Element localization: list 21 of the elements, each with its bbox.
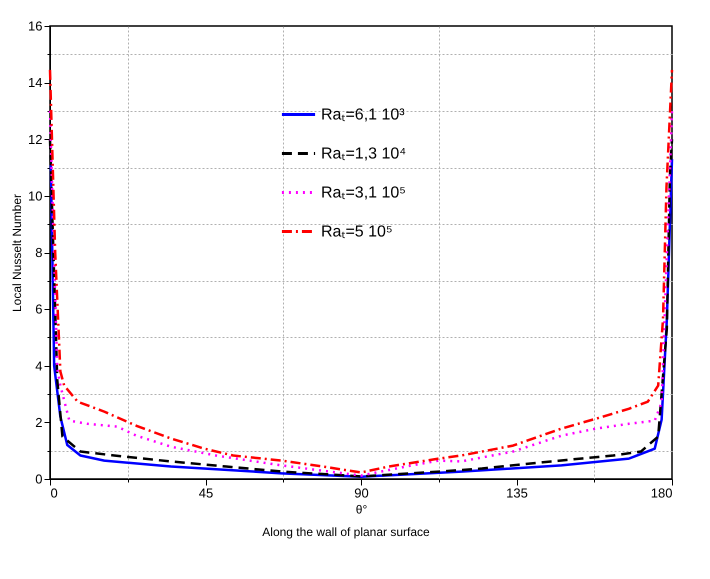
legend-label: Raₜ=6,1 10³ — [321, 106, 406, 124]
y-tick-label: 6 — [35, 302, 42, 317]
x-tick-label: 135 — [506, 486, 528, 500]
y-tick-label: 14 — [28, 75, 42, 90]
y-tick-label: 12 — [28, 132, 42, 147]
x-tick-label: 90 — [354, 486, 369, 500]
y-tick-label: 0 — [35, 472, 42, 486]
y-tick-label: 4 — [35, 358, 42, 374]
x-tick-label: 0 — [50, 486, 58, 500]
y-tick-label: 8 — [35, 245, 42, 260]
x-axis-title: θ° — [356, 502, 368, 516]
y-tick-label: 2 — [35, 414, 42, 430]
y-tick-label: 10 — [28, 188, 42, 204]
legend-label: Raₜ=1,3 10⁴ — [321, 146, 406, 162]
x-tick-label: 45 — [198, 486, 214, 500]
y-tick-label: 16 — [28, 18, 42, 34]
legend-label: Raₜ=5 10⁵ — [321, 224, 393, 240]
text: Along the wall of planar surface — [261, 525, 431, 539]
y-axis-title: Local Nusselt Number — [10, 194, 24, 312]
x-tick-label: 180 — [650, 486, 672, 500]
legend-label: Raₜ=3,1 10⁵ — [321, 184, 406, 202]
